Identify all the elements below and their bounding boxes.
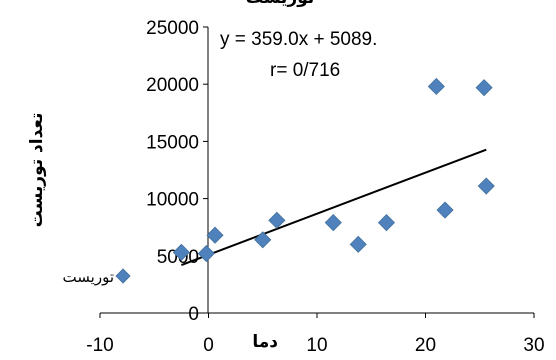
x-tick-label: 30 [523,335,544,356]
y-tick-label: 25000 [146,18,199,39]
x-axis-ticks: -10 0 10 20 30 [86,313,545,356]
y-axis-ticks: 0500010000150002000025000 [146,18,208,325]
data-point [436,201,454,219]
x-tick-label: 20 [415,335,436,356]
data-point [349,235,367,253]
y-tick-label: 20000 [146,75,199,96]
x-tick-label: 10 [306,335,327,356]
data-point [206,226,224,244]
data-point [197,244,215,263]
data-point [172,243,190,261]
correlation-label: r= 0/716 [270,60,340,81]
legend-entry: توریست [63,268,114,286]
y-tick-label: 10000 [146,190,199,211]
legend: توریست [63,268,131,286]
trendline-equation: y = 359.0x + 5089. [220,29,377,50]
data-point [324,214,342,232]
chart-title: توریست [246,0,315,8]
data-point [268,211,286,229]
x-tick-label: 0 [203,335,214,356]
data-point [427,77,445,96]
data-markers [172,77,495,263]
data-point [475,79,493,97]
y-axis-title: تعداد توریست [27,113,47,228]
x-axis-title: دما [252,332,278,352]
y-tick-label: 0 [188,304,199,325]
x-tick-label: -10 [86,335,113,356]
y-tick-label: 15000 [146,132,199,153]
data-point [377,214,396,232]
data-point [254,231,272,249]
data-point [477,177,495,195]
legend-marker [115,268,131,284]
trendline [181,148,487,266]
